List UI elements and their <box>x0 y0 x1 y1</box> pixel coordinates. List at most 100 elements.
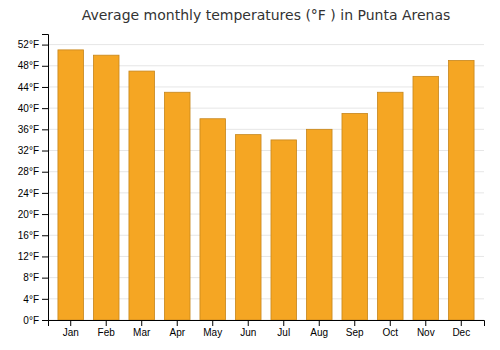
bar <box>413 76 439 320</box>
bar <box>235 135 261 320</box>
y-tick: 12°F <box>18 251 48 262</box>
y-tick: 4°F <box>23 294 48 305</box>
bar <box>271 140 297 320</box>
x-tick-label: Nov <box>417 327 435 338</box>
bar <box>306 129 332 320</box>
x-tick-mark <box>70 320 71 326</box>
bars <box>58 50 474 320</box>
x-tick-mark <box>425 320 426 326</box>
x-tick-label: Jan <box>63 327 79 338</box>
x-tick-mark <box>283 320 284 326</box>
x-tick-label: Aug <box>310 327 328 338</box>
x-axis-line <box>49 321 485 327</box>
x-tick-label: Mar <box>133 327 151 338</box>
plot: Jan Feb Mar Apr May Jun Jul Aug Sep Oct Nov Dec 0°F 4… <box>18 35 485 339</box>
y-tick-label: 24°F <box>18 188 39 199</box>
bar <box>164 92 190 320</box>
y-tick-mark <box>42 320 48 321</box>
x-tick-mark <box>390 320 391 326</box>
y-tick-mark <box>42 256 48 257</box>
x-tick: Jul <box>277 320 290 338</box>
bar <box>129 71 155 320</box>
bar <box>58 50 84 320</box>
y-tick-mark <box>42 45 48 46</box>
y-tick-label: 16°F <box>18 230 39 241</box>
x-tick-label: Sep <box>346 327 364 338</box>
y-axis: 0°F 4°F 8°F 12°F 16°F 20°F 24°F 28°F 32°F 36°F 40°… <box>18 35 49 326</box>
bar <box>448 60 474 320</box>
x-tick: May <box>203 320 222 338</box>
y-tick-label: 40°F <box>18 103 39 114</box>
x-tick-mark <box>461 320 462 326</box>
y-tick: 20°F <box>18 209 48 220</box>
y-tick: 32°F <box>18 145 48 156</box>
x-tick-mark <box>212 320 213 326</box>
grid <box>48 45 484 320</box>
y-tick-mark <box>42 193 48 194</box>
x-tick: Apr <box>169 320 185 338</box>
y-tick-label: 4°F <box>23 294 39 305</box>
y-tick: 0°F <box>23 315 48 326</box>
x-tick: Jun <box>240 320 256 338</box>
x-tick: Oct <box>382 320 398 338</box>
y-tick-label: 28°F <box>18 166 39 177</box>
x-tick-mark <box>248 320 249 326</box>
y-tick: 44°F <box>18 82 48 93</box>
y-tick: 36°F <box>18 124 48 135</box>
bar <box>342 113 368 320</box>
y-tick-label: 0°F <box>23 315 39 326</box>
x-tick: Feb <box>98 320 116 338</box>
x-tick-mark <box>106 320 107 326</box>
y-tick-mark <box>42 108 48 109</box>
y-tick: 40°F <box>18 103 48 114</box>
y-tick: 28°F <box>18 166 48 177</box>
x-tick: Nov <box>417 320 435 338</box>
y-tick: 24°F <box>18 188 48 199</box>
x-tick-label: Jun <box>240 327 256 338</box>
y-tick-mark <box>42 87 48 88</box>
y-tick-label: 36°F <box>18 124 39 135</box>
x-tick: Sep <box>346 320 364 338</box>
y-tick-label: 52°F <box>18 39 39 50</box>
y-axis-line <box>42 35 49 321</box>
y-tick-label: 20°F <box>18 209 39 220</box>
y-tick: 52°F <box>18 39 48 50</box>
x-tick: Mar <box>133 320 151 338</box>
bar <box>93 55 119 320</box>
x-tick-mark <box>354 320 355 326</box>
y-tick: 16°F <box>18 230 48 241</box>
y-tick: 48°F <box>18 60 48 71</box>
x-tick-mark <box>319 320 320 326</box>
x-tick-label: Dec <box>452 327 470 338</box>
y-tick: 8°F <box>23 272 48 283</box>
x-tick-mark <box>141 320 142 326</box>
x-tick: Aug <box>310 320 328 338</box>
bar <box>200 119 226 320</box>
y-tick-mark <box>42 214 48 215</box>
x-tick-label: Apr <box>169 327 185 338</box>
x-axis: Jan Feb Mar Apr May Jun Jul Aug Sep Oct Nov Dec <box>49 320 485 338</box>
y-tick-mark <box>42 172 48 173</box>
y-tick-label: 12°F <box>18 251 39 262</box>
x-tick-mark <box>177 320 178 326</box>
x-tick: Dec <box>452 320 470 338</box>
bar <box>377 92 403 320</box>
x-tick-label: May <box>203 327 222 338</box>
y-tick-label: 32°F <box>18 145 39 156</box>
x-tick-label: Oct <box>382 327 398 338</box>
y-tick-label: 44°F <box>18 82 39 93</box>
x-tick: Jan <box>63 320 79 338</box>
y-tick-label: 8°F <box>23 272 39 283</box>
y-tick-mark <box>42 278 48 279</box>
y-tick-mark <box>42 66 48 67</box>
x-tick-label: Jul <box>277 327 290 338</box>
y-tick-mark <box>42 299 48 300</box>
grid-line <box>48 44 484 45</box>
chart: Jan Feb Mar Apr May Jun Jul Aug Sep Oct Nov Dec 0°F 4… <box>0 0 500 350</box>
y-tick-label: 48°F <box>18 60 39 71</box>
x-tick-label: Feb <box>98 327 116 338</box>
y-tick-mark <box>42 151 48 152</box>
y-tick-mark <box>42 129 48 130</box>
y-tick-mark <box>42 235 48 236</box>
title: Average monthly temperatures (°F ) in Pu… <box>82 7 451 23</box>
